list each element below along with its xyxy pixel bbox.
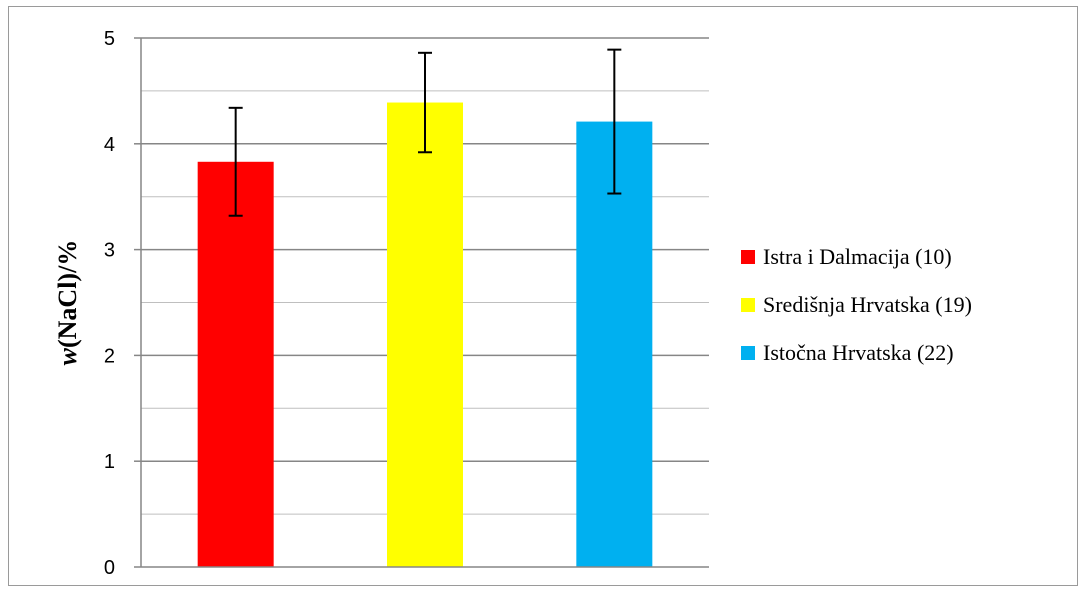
error-bar: [228, 106, 243, 217]
y-tick-label: 4: [104, 134, 115, 156]
error-bars: [228, 48, 622, 217]
legend-swatch: [741, 298, 755, 312]
legend-label: Istra i Dalmacija (10): [763, 244, 952, 269]
bar: [387, 102, 463, 568]
bar: [197, 161, 274, 567]
error-bar: [418, 51, 432, 154]
y-tick-label: 2: [104, 345, 115, 367]
y-axis-ticks: 0 1 2 3 4 5: [104, 28, 141, 579]
y-tick-label: 1: [104, 451, 115, 473]
legend-label: Središnja Hrvatska (19): [763, 292, 972, 317]
bars: [197, 102, 653, 568]
legend-swatch: [741, 250, 755, 264]
y-axis-title-variable: w: [53, 347, 82, 365]
bar-chart: 0 1 2 3 4 5 w(NaCl)/% Istra i Dalmacija (10) S…: [53, 28, 972, 579]
bar: [576, 121, 653, 567]
y-axis-title: w(NaCl)/%: [53, 240, 82, 366]
error-bar: [607, 48, 622, 195]
y-tick-label: 0: [104, 557, 115, 579]
y-tick-label: 3: [104, 240, 115, 262]
legend: Istra i Dalmacija (10) Središnja Hrvatska…: [741, 244, 972, 365]
chart-frame: 0 1 2 3 4 5 w(NaCl)/% Istra i Dalmacija (10) S…: [8, 6, 1078, 586]
y-axis-title-unit: (NaCl)/%: [53, 240, 82, 348]
legend-label: Istočna Hrvatska (22): [763, 340, 954, 365]
legend-swatch: [741, 346, 755, 360]
y-tick-label: 5: [104, 28, 115, 50]
